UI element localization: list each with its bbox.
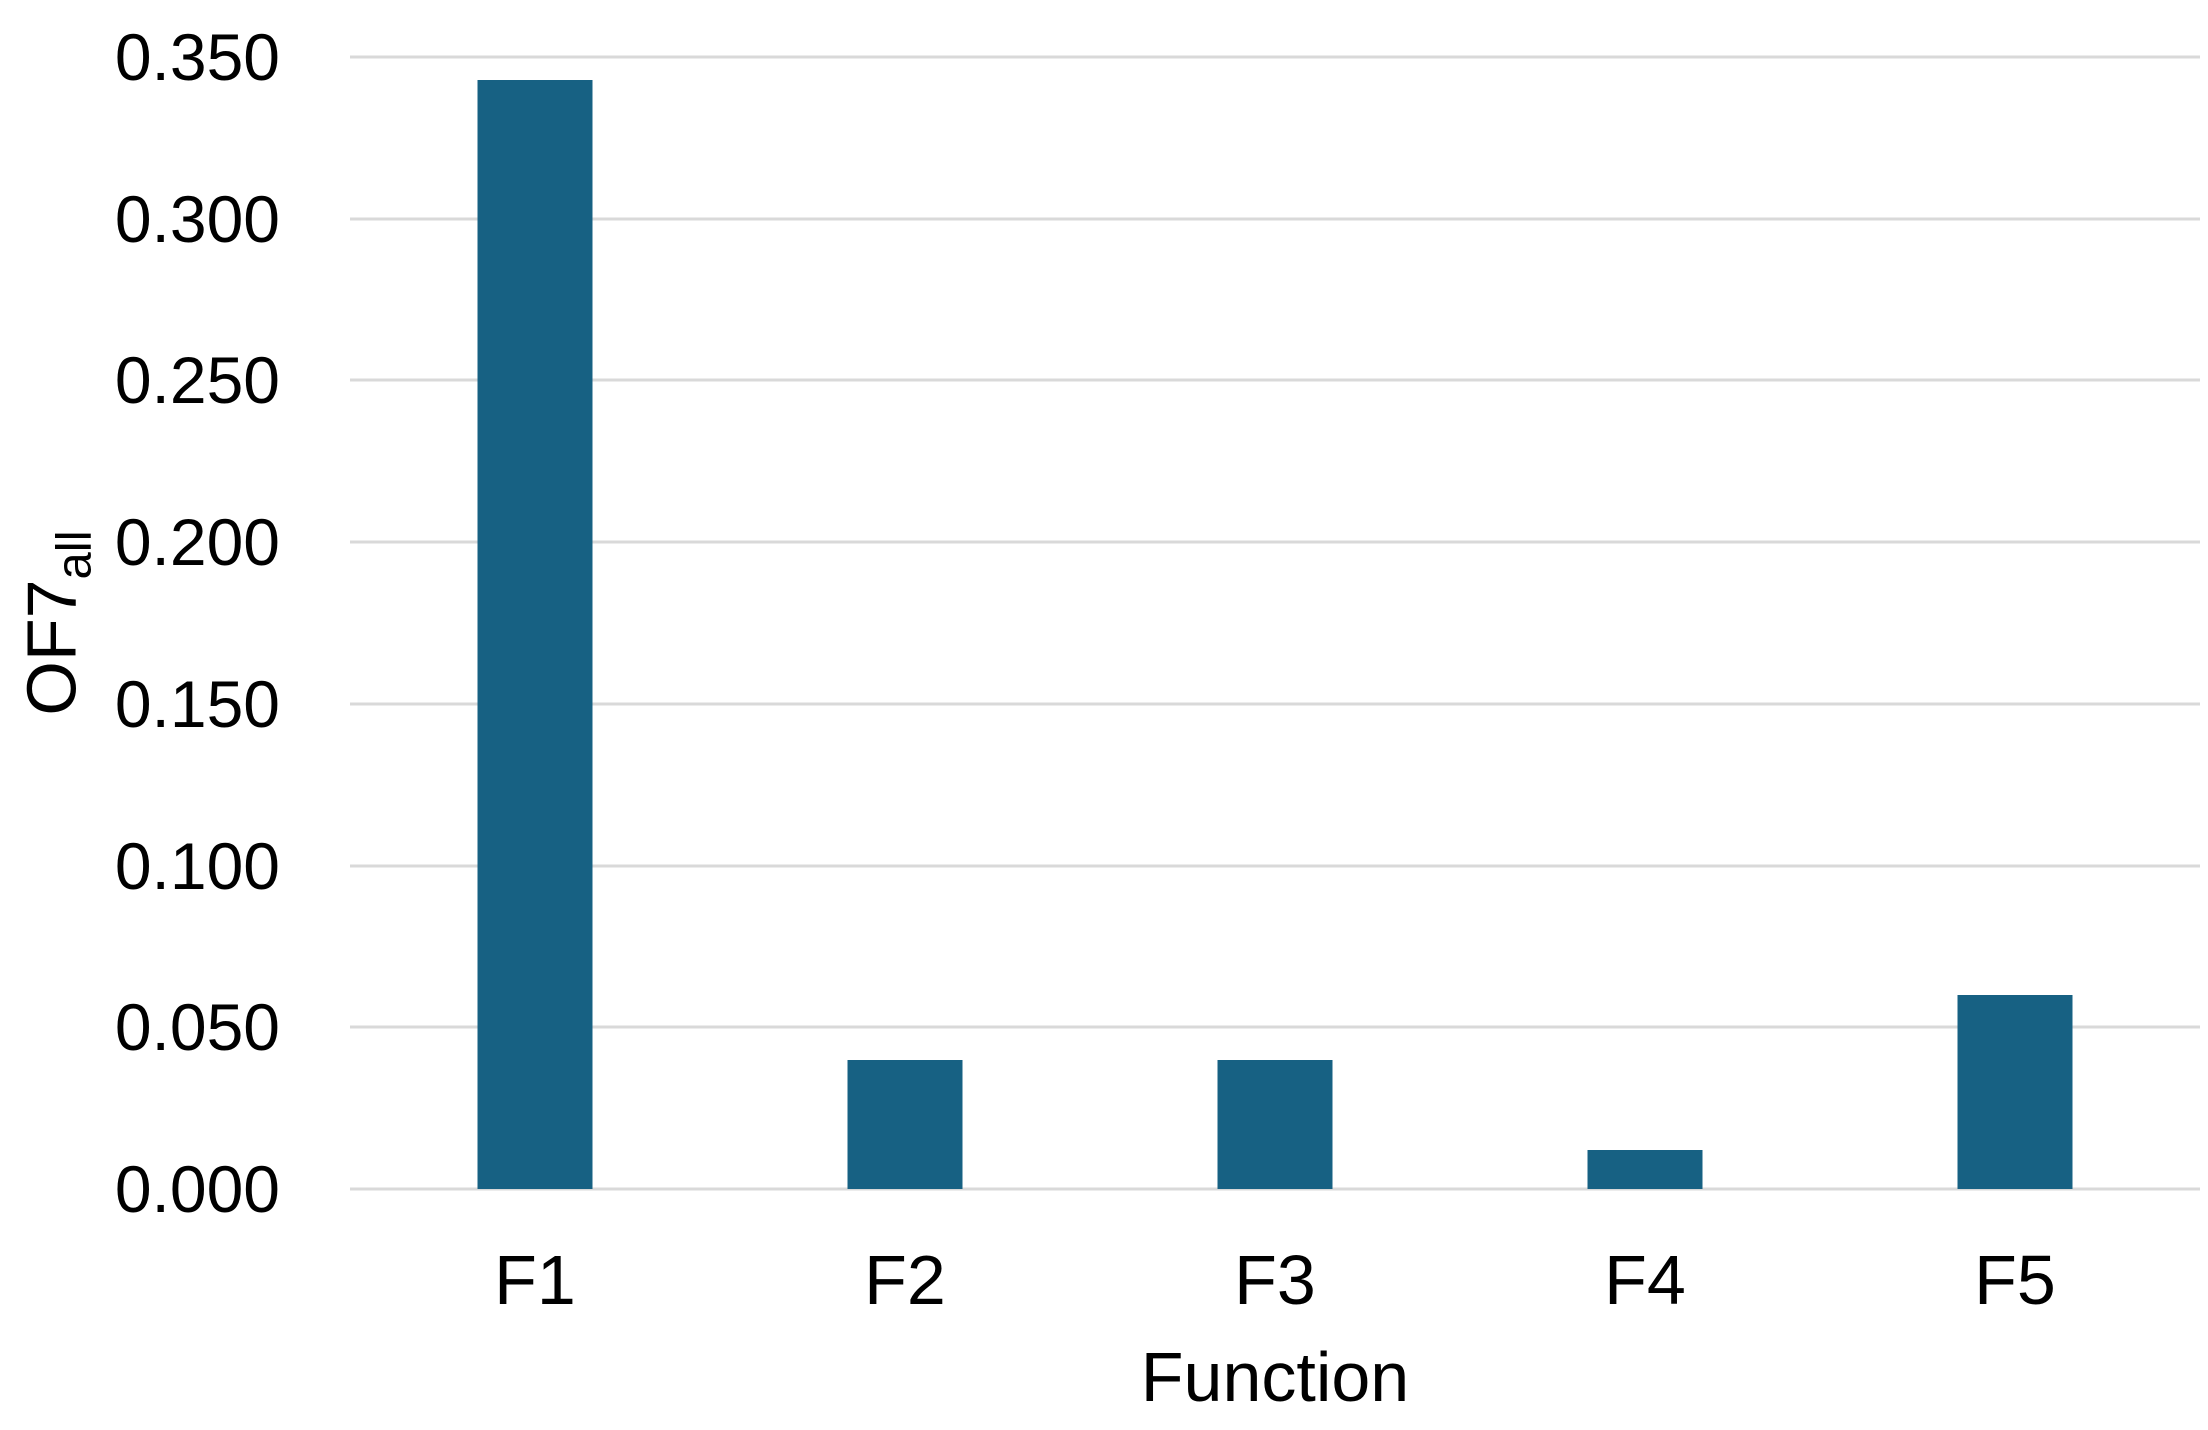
y-tick-0.300: 0.300 <box>114 181 280 256</box>
bar-f4 <box>1587 1150 1703 1189</box>
x-tick-f1: F1 <box>494 1241 576 1319</box>
y-axis-tick-labels: 0.000 0.050 0.100 0.150 0.200 0.250 0.300 0.350 <box>0 24 280 1222</box>
bar-f3 <box>1217 1059 1333 1189</box>
bars-group <box>350 57 2200 1189</box>
y-tick-0.150: 0.150 <box>114 666 280 741</box>
gridline-0.300 <box>350 217 2200 221</box>
bar-f5 <box>1957 994 2073 1189</box>
y-tick-0.000: 0.000 <box>114 1152 280 1226</box>
x-axis-tick-labels: F1 F2 F3 F4 F5 <box>350 1189 2200 1315</box>
bar-f2 <box>847 1059 963 1189</box>
x-tick-f5: F5 <box>1974 1241 2056 1319</box>
bar-f1 <box>477 79 593 1189</box>
gridline-0.200 <box>350 540 2200 544</box>
plot-area <box>350 55 2200 1191</box>
gridline-0.350 <box>350 55 2200 59</box>
y-tick-0.250: 0.250 <box>114 343 280 418</box>
bar-slot-f2 <box>720 57 1090 1189</box>
y-tick-0.200: 0.200 <box>114 505 280 580</box>
y-tick-0.350: 0.350 <box>114 20 280 94</box>
x-tick-f4: F4 <box>1604 1241 1686 1319</box>
x-tick-f3: F3 <box>1234 1241 1316 1319</box>
gridline-0.050 <box>350 1025 2200 1029</box>
bar-slot-f5 <box>1830 57 2200 1189</box>
bar-slot-f3 <box>1090 57 1460 1189</box>
gridline-0.250 <box>350 378 2200 382</box>
x-axis-label: Function <box>1140 1338 1410 1416</box>
x-tick-f2: F2 <box>864 1241 946 1319</box>
gridline-0.100 <box>350 864 2200 868</box>
bar-slot-f4 <box>1460 57 1830 1189</box>
gridline-0.000 <box>350 1187 2200 1191</box>
gridline-0.150 <box>350 702 2200 706</box>
bar-slot-f1 <box>350 57 720 1189</box>
y-tick-0.050: 0.050 <box>114 990 280 1065</box>
y-tick-0.100: 0.100 <box>114 828 280 903</box>
